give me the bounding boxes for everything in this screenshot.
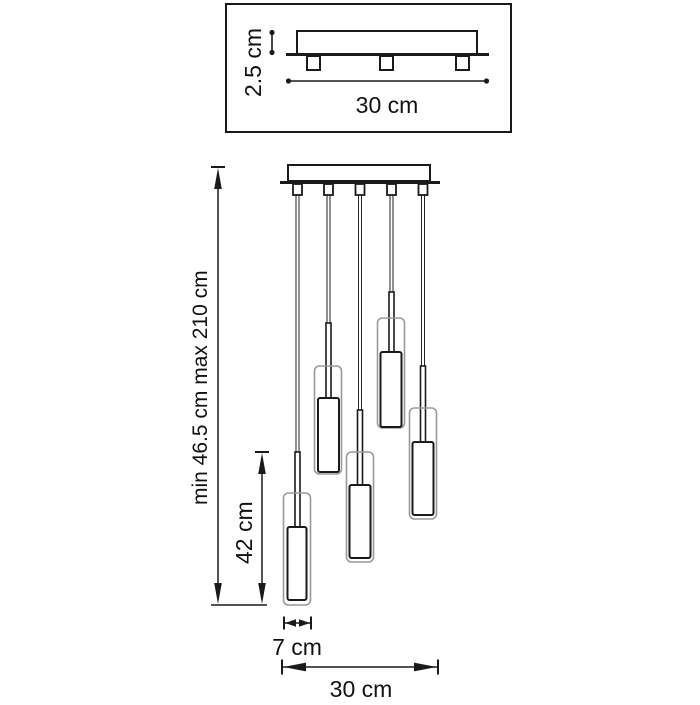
dim-shade-width	[283, 616, 312, 630]
pendant-4	[376, 195, 406, 429]
pendant-lamp	[348, 484, 372, 559]
pendant-glass	[408, 407, 438, 520]
dim-shade-width-label: 7 cm	[272, 634, 322, 660]
dim-pendant-height-label: 42 cm	[231, 501, 257, 564]
pendant-stem	[419, 365, 427, 443]
pendant-stem	[356, 409, 364, 486]
dim-pendant-height	[255, 451, 269, 604]
canopy-body	[296, 30, 478, 55]
pendant-1	[282, 195, 312, 606]
cord-grip	[292, 183, 303, 196]
pendant-stem	[325, 322, 332, 399]
canopy-box	[287, 164, 431, 182]
pendant-glass	[345, 451, 375, 563]
pendant-glass	[313, 365, 343, 475]
canopy-foot	[455, 55, 470, 71]
cord-grip	[417, 183, 429, 196]
main-elevation: min 46.5 cm max 210 cm 42 cm 7 cm 30 cm	[189, 164, 440, 702]
pendant-lamp	[379, 351, 403, 428]
dim-canopy-width-label: 30 cm	[356, 92, 419, 118]
dim-canopy-height	[269, 29, 275, 56]
dim-base-width-label: 30 cm	[330, 676, 393, 700]
cord-grip	[354, 183, 366, 196]
pendant-3	[345, 195, 375, 563]
pendant-lamp	[411, 441, 435, 516]
canopy-foot	[306, 55, 321, 71]
dim-canopy-width	[285, 78, 490, 84]
dim-base-width	[281, 659, 439, 675]
pendant-stem	[294, 451, 301, 528]
inset-border	[225, 3, 512, 133]
canopy-foot	[379, 55, 394, 71]
dim-canopy-height-label: 2.5 cm	[240, 28, 266, 97]
pendant-2	[313, 195, 343, 475]
cord-grip	[323, 183, 334, 196]
dim-total-height	[211, 166, 267, 606]
pendant-stem	[388, 291, 395, 353]
cord-grip	[386, 183, 397, 196]
ceiling-canopy	[280, 164, 440, 196]
pendant-5	[408, 195, 438, 520]
pendant-glass	[282, 492, 312, 606]
dim-total-height-label: min 46.5 cm max 210 cm	[189, 270, 212, 505]
pendant-lamp	[286, 526, 308, 601]
canopy-side-view	[286, 30, 489, 71]
inset-panel: 2.5 cm 30 cm	[225, 3, 512, 133]
pendant-lamp	[317, 397, 340, 473]
